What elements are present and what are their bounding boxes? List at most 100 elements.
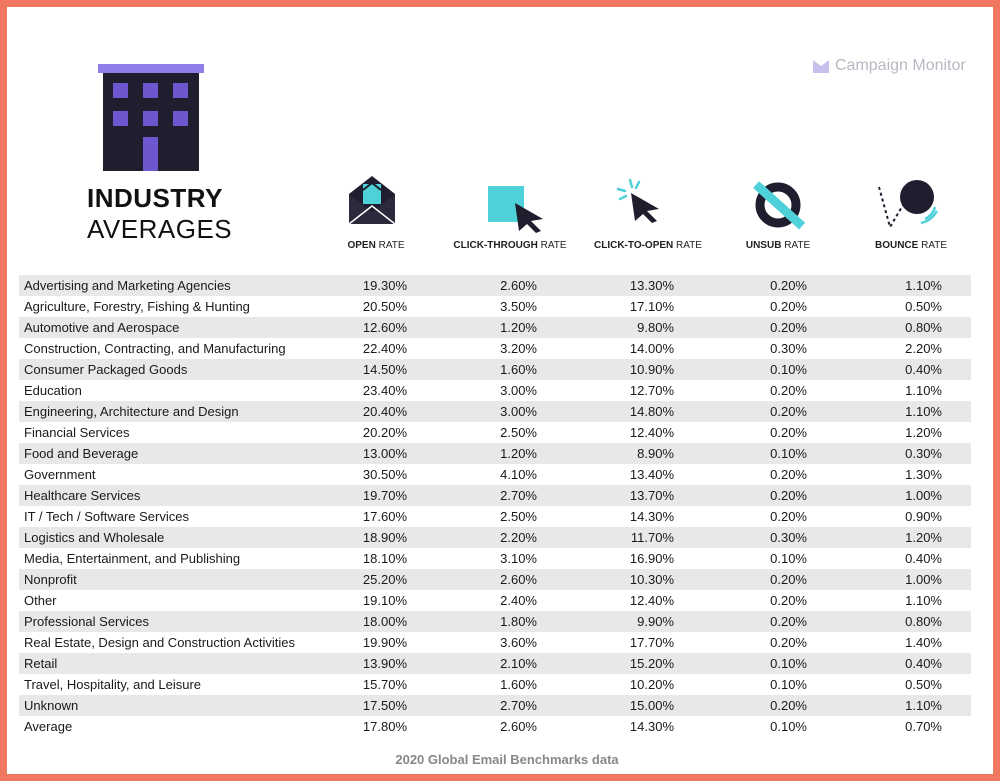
cell-ctr: 2.70% [500, 698, 537, 713]
cell-bounce: 1.10% [905, 593, 942, 608]
cell-cto: 14.00% [629, 341, 674, 356]
industry-name: IT / Tech / Software Services [24, 509, 189, 524]
cell-unsub: 0.20% [770, 572, 807, 587]
industry-name: Agriculture, Forestry, Fishing & Hunting [24, 299, 250, 314]
cell-open: 20.50% [362, 299, 407, 314]
cell-unsub: 0.20% [770, 467, 807, 482]
industry-name: Logistics and Wholesale [24, 530, 165, 545]
cell-cto: 10.20% [629, 677, 674, 692]
cell-open: 14.50% [362, 362, 407, 377]
cell-bounce: 1.40% [905, 635, 942, 650]
table-row: Real Estate, Design and Construction Act… [19, 632, 971, 653]
industry-name: Nonprofit [24, 572, 77, 587]
table-row: Automotive and Aerospace 12.60% 1.20% 9.80%… [19, 317, 971, 338]
cell-unsub: 0.20% [770, 698, 807, 713]
industry-name: Travel, Hospitality, and Leisure [24, 677, 202, 692]
cell-open: 25.20% [362, 572, 407, 587]
building-icon [98, 64, 204, 171]
cell-cto: 16.90% [629, 551, 674, 566]
cell-bounce: 0.80% [905, 320, 942, 335]
cell-cto: 13.70% [629, 488, 674, 503]
cell-ctr: 2.60% [500, 572, 537, 587]
table-row: Healthcare Services 19.70% 2.70% 13.70% 0.20… [19, 485, 971, 506]
cell-open: 19.30% [362, 278, 407, 293]
cell-bounce: 1.00% [905, 572, 942, 587]
industry-name: Retail [24, 656, 58, 671]
cell-ctr: 2.60% [500, 278, 537, 293]
cell-cto: 17.70% [629, 635, 674, 650]
cell-cto: 15.20% [629, 656, 674, 671]
cell-open: 18.00% [362, 614, 407, 629]
cell-open: 19.70% [362, 488, 407, 503]
cell-bounce: 1.00% [905, 488, 942, 503]
cursor-click-icon [616, 178, 659, 223]
cell-open: 13.90% [362, 656, 407, 671]
cell-unsub: 0.30% [770, 341, 807, 356]
industry-name: Real Estate, Design and Construction Act… [24, 635, 295, 650]
cell-unsub: 0.20% [770, 425, 807, 440]
cell-bounce: 1.10% [905, 404, 942, 419]
cell-ctr: 2.10% [500, 656, 537, 671]
table-row: Unknown 17.50% 2.70% 15.00% 0.20% 1.10% [19, 695, 971, 716]
cell-bounce: 2.20% [905, 341, 942, 356]
table-row: Retail 13.90% 2.10% 15.20% 0.10% 0.40% [19, 653, 971, 674]
cell-open: 17.50% [362, 698, 407, 713]
cell-ctr: 2.20% [500, 530, 537, 545]
cell-unsub: 0.20% [770, 593, 807, 608]
cell-bounce: 0.70% [905, 719, 942, 734]
cell-unsub: 0.10% [770, 677, 807, 692]
envelope-icon [348, 176, 396, 225]
cell-ctr: 1.80% [500, 614, 537, 629]
table-row: Nonprofit 25.20% 2.60% 10.30% 0.20% 1.00% [19, 569, 971, 590]
industry-name: Construction, Contracting, and Manufactu… [24, 341, 286, 356]
cell-cto: 12.70% [629, 383, 674, 398]
industry-name: Financial Services [24, 425, 130, 440]
bounce-ball-icon [878, 180, 939, 230]
unsub-icon [753, 181, 806, 230]
cell-cto: 12.40% [629, 593, 674, 608]
brand: Campaign Monitor [813, 55, 966, 77]
col-label-click-through: CLICK-THROUGH RATE [453, 240, 567, 251]
table-row: Advertising and Marketing Agencies 19.30%… [19, 275, 971, 296]
cell-ctr: 3.10% [500, 551, 537, 566]
title-line-1: INDUSTRY [87, 183, 223, 213]
cell-open: 30.50% [362, 467, 407, 482]
industry-name: Healthcare Services [24, 488, 141, 503]
cell-ctr: 3.00% [500, 404, 537, 419]
industry-name: Unknown [24, 698, 79, 713]
cell-open: 17.60% [362, 509, 407, 524]
cell-cto: 9.90% [637, 614, 674, 629]
cell-cto: 14.80% [629, 404, 674, 419]
table-row: Government 30.50% 4.10% 13.40% 0.20% 1.30% [19, 464, 971, 485]
cell-unsub: 0.10% [770, 551, 807, 566]
cell-unsub: 0.20% [770, 383, 807, 398]
cell-cto: 17.10% [629, 299, 674, 314]
cell-cto: 14.30% [629, 719, 674, 734]
cell-cto: 10.90% [629, 362, 674, 377]
cell-cto: 13.30% [629, 278, 674, 293]
table-row: Average 17.80% 2.60% 14.30% 0.10% 0.70% [19, 716, 971, 737]
cell-bounce: 1.10% [905, 278, 942, 293]
cell-cto: 9.80% [637, 320, 674, 335]
cell-unsub: 0.20% [770, 635, 807, 650]
col-label-open: OPEN RATE [347, 240, 405, 251]
table-row: IT / Tech / Software Services 17.60% 2.50%… [19, 506, 971, 527]
footer-source: 2020 Global Email Benchmarks data [395, 752, 619, 767]
industry-name: Average [24, 719, 73, 734]
cell-bounce: 1.10% [905, 383, 942, 398]
cell-unsub: 0.30% [770, 530, 807, 545]
table-row: Food and Beverage 13.00% 1.20% 8.90% 0.10% 0.… [19, 443, 971, 464]
cell-ctr: 1.20% [500, 320, 537, 335]
cell-open: 20.40% [362, 404, 407, 419]
cell-unsub: 0.10% [770, 362, 807, 377]
cell-ctr: 1.60% [500, 677, 537, 692]
cell-ctr: 2.70% [500, 488, 537, 503]
table-row: Financial Services 20.20% 2.50% 12.40% 0.20%… [19, 422, 971, 443]
industry-name: Consumer Packaged Goods [24, 362, 188, 377]
cell-open: 18.90% [362, 530, 407, 545]
cell-open: 20.20% [362, 425, 407, 440]
cell-ctr: 4.10% [500, 467, 537, 482]
cell-ctr: 1.20% [500, 446, 537, 461]
cell-bounce: 0.30% [905, 446, 942, 461]
